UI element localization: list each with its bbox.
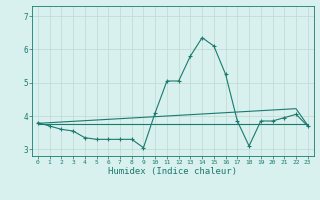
X-axis label: Humidex (Indice chaleur): Humidex (Indice chaleur)	[108, 167, 237, 176]
